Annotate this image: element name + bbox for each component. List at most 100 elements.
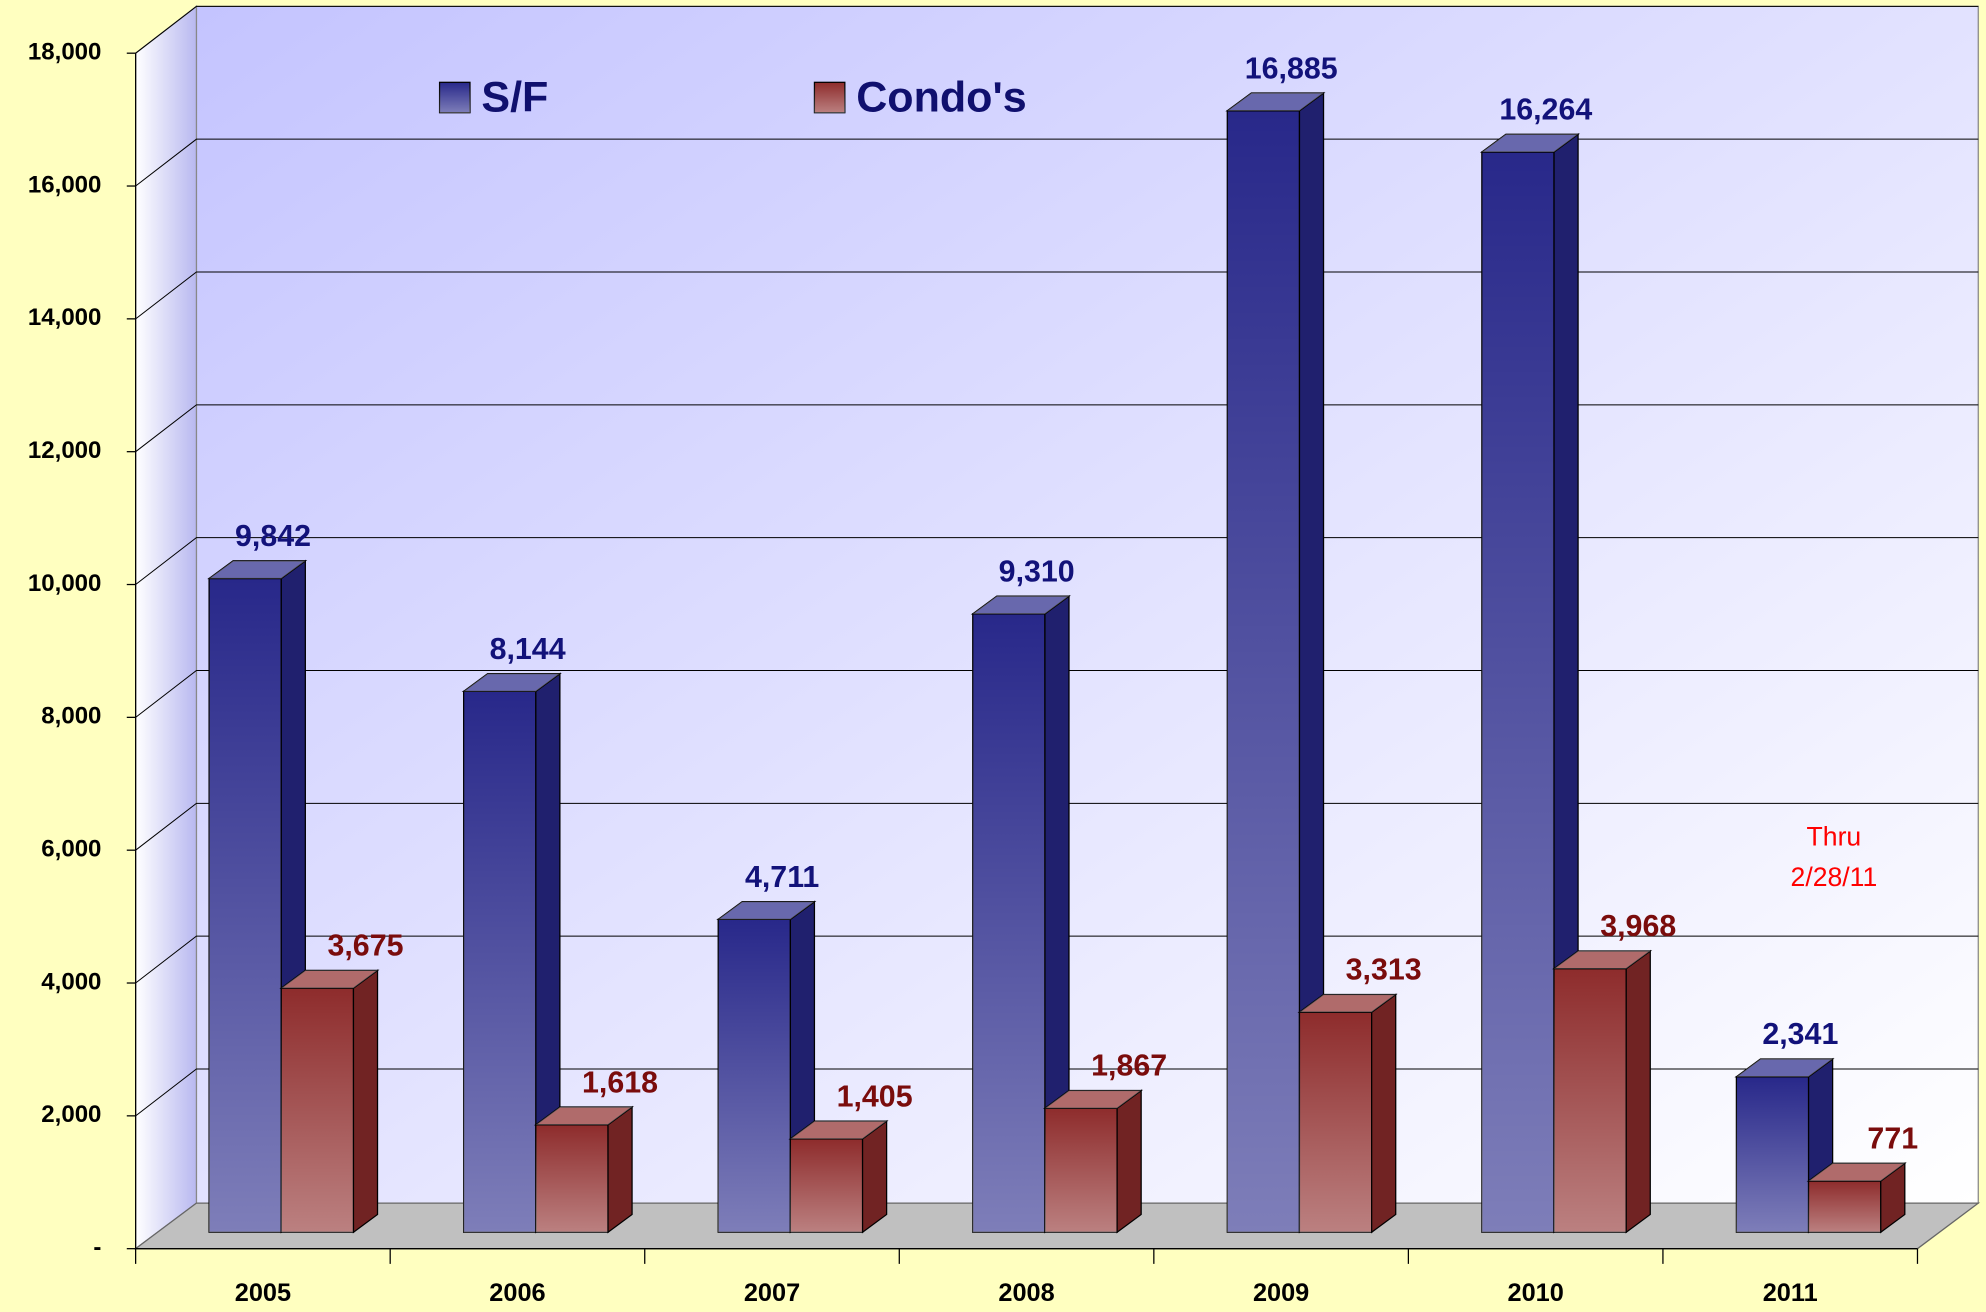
y-tick-label: - — [93, 1234, 101, 1261]
bar-shade — [1299, 1012, 1372, 1233]
data-label: 771 — [1867, 1122, 1918, 1156]
data-label: 3,968 — [1600, 909, 1676, 943]
x-tick-label: 2008 — [998, 1279, 1054, 1307]
bar-side-shade — [608, 1107, 633, 1233]
grid-line — [135, 669, 1979, 718]
data-label: 8,144 — [490, 632, 566, 666]
bar-side-shade — [1371, 994, 1396, 1233]
legend-swatch-shade — [439, 82, 470, 113]
bar-top — [207, 560, 308, 580]
bar — [1734, 1057, 1835, 1234]
x-tick-label: 2007 — [744, 1279, 800, 1307]
bar-shade — [790, 1138, 863, 1233]
bar-shade — [209, 578, 282, 1233]
grid-line — [135, 935, 1979, 984]
data-label: 9,310 — [999, 554, 1075, 588]
bar-top — [533, 1106, 635, 1126]
bar-top-shade — [1044, 1090, 1142, 1109]
bar — [1297, 993, 1398, 1234]
bar — [461, 672, 562, 1234]
bar-side-shade — [1117, 1090, 1142, 1233]
bar-side-shade — [1299, 93, 1324, 1233]
bar — [788, 1119, 889, 1234]
bar-top — [1479, 133, 1581, 153]
bar — [1042, 1089, 1144, 1234]
bar-shade — [1481, 152, 1555, 1233]
bar — [1225, 91, 1326, 1234]
bar-side-shade — [1880, 1163, 1905, 1233]
data-label: 3,313 — [1346, 953, 1422, 987]
legend-label: Condo's — [856, 73, 1026, 121]
annotation: 2/28/11 — [1791, 862, 1878, 892]
legend-label: S/F — [481, 73, 548, 121]
bar-top-shade — [1736, 1059, 1833, 1077]
bar-top — [1552, 950, 1653, 970]
x-tick-label: 2009 — [1253, 1279, 1309, 1307]
x-tick-label: 2011 — [1763, 1279, 1818, 1307]
bar-side-shade — [1626, 950, 1651, 1233]
bar-top — [716, 900, 817, 920]
bar-side-shade — [1044, 596, 1069, 1233]
grid-line — [135, 5, 1979, 54]
bar-top — [1806, 1162, 1907, 1182]
data-label: 16,885 — [1245, 51, 1338, 85]
bar-top — [970, 595, 1071, 615]
bar-top-shade — [1808, 1163, 1905, 1182]
bar — [533, 1105, 635, 1234]
y-tick-label: 16,000 — [28, 171, 102, 198]
y-tick-label: 18,000 — [28, 39, 102, 66]
side-wall — [135, 5, 198, 1250]
y-tick-label: 6,000 — [41, 836, 101, 863]
bar-shade — [972, 613, 1045, 1233]
bar-shade — [1044, 1108, 1118, 1233]
bar-shade — [535, 1124, 609, 1233]
bar-shade — [463, 691, 536, 1233]
y-tick-label: 14,000 — [28, 304, 102, 331]
x-tick-label: 2005 — [235, 1279, 291, 1307]
bar-top-shade — [718, 901, 815, 920]
bar-shade — [1808, 1181, 1881, 1233]
bar-shade — [1227, 110, 1300, 1233]
bar-top-shade — [209, 560, 306, 579]
bar-top-shade — [790, 1121, 887, 1139]
grid-line — [135, 271, 1979, 320]
y-tick-label: 2,000 — [41, 1101, 101, 1128]
bar-top-shade — [1227, 93, 1324, 111]
y-tick-label: 10,000 — [28, 570, 102, 597]
bar-top — [279, 969, 380, 989]
bar-shade — [281, 988, 354, 1233]
bar-top — [1042, 1089, 1144, 1109]
bar-top — [461, 672, 562, 692]
grid-line — [135, 138, 1979, 187]
data-label: 4,711 — [745, 860, 819, 894]
bar — [1806, 1162, 1907, 1234]
bar-side-shade — [535, 673, 560, 1233]
y-tick-label: 4,000 — [41, 968, 101, 995]
bar — [1552, 949, 1653, 1234]
bar-side-shade — [862, 1121, 887, 1233]
bar-top-shade — [972, 596, 1069, 614]
bar-shade — [1554, 968, 1627, 1233]
data-label: 1,867 — [1091, 1049, 1167, 1083]
bar-top-shade — [1481, 134, 1579, 153]
data-label: 16,264 — [1499, 93, 1592, 127]
bar-side-shade — [353, 970, 378, 1233]
bar-top-shade — [463, 673, 560, 692]
bar-top — [1734, 1058, 1835, 1078]
data-label: 1,405 — [837, 1079, 913, 1113]
bar-shade — [718, 919, 791, 1233]
y-tick-label: 12,000 — [28, 437, 102, 464]
bar-top — [788, 1120, 889, 1140]
grid-line — [135, 802, 1979, 851]
data-label: 2,341 — [1762, 1017, 1838, 1051]
bar-top-shade — [1299, 994, 1396, 1013]
x-tick-label: 2010 — [1508, 1279, 1564, 1307]
bar — [1479, 133, 1581, 1234]
grid-line — [135, 537, 1979, 585]
y-tick-label: 8,000 — [41, 703, 101, 730]
x-tick-label: 2006 — [489, 1279, 545, 1307]
bar-top-shade — [1554, 950, 1651, 969]
bar-top-shade — [281, 970, 378, 989]
bar-shade — [1736, 1076, 1809, 1233]
